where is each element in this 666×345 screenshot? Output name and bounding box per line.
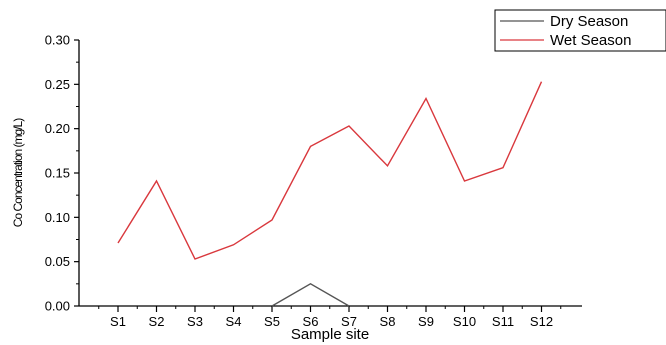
x-tick-label: S8	[380, 314, 396, 329]
x-tick-label: S2	[149, 314, 165, 329]
axes	[78, 40, 582, 307]
x-tick-label: S11	[492, 314, 514, 329]
y-tick-label: 0.00	[45, 299, 70, 314]
legend-box	[494, 9, 666, 52]
x-tick-label: S3	[187, 314, 203, 329]
y-tick-label: 0.20	[45, 121, 70, 136]
x-axis-title: Sample site	[291, 326, 369, 343]
series-line-wet-season	[117, 81, 543, 260]
x-tick-label: S10	[453, 314, 476, 329]
legend-label-dry-season: Dry Season	[550, 13, 628, 30]
legend: Dry Season Wet Season	[494, 9, 666, 52]
series-lines	[117, 81, 543, 307]
y-ticks: 0.00 0.05 0.10 0.15 0.20 0.25 0.30	[45, 33, 79, 314]
y-tick-label: 0.25	[45, 77, 70, 92]
x-tick-label: S4	[226, 314, 242, 329]
legend-label-wet-season: Wet Season	[550, 32, 631, 49]
y-tick-label: 0.30	[45, 33, 70, 48]
x-ticks: S1 S2 S3 S4 S5 S6 S7 S8 S9 S10 S11 S12	[98, 306, 562, 329]
y-tick-label: 0.05	[45, 254, 70, 269]
x-tick-label: S12	[530, 314, 553, 329]
x-tick-label: S7	[341, 314, 357, 329]
y-tick-label: 0.10	[45, 210, 70, 225]
x-tick-label: S5	[264, 314, 280, 329]
series-line-dry-season	[271, 282, 350, 307]
x-tick-label: S6	[303, 314, 319, 329]
x-tick-label: S1	[110, 314, 126, 329]
y-tick-label: 0.15	[45, 166, 70, 181]
y-axis-title: Co Concentration (mg/L)	[11, 118, 25, 227]
x-tick-label: S9	[418, 314, 434, 329]
